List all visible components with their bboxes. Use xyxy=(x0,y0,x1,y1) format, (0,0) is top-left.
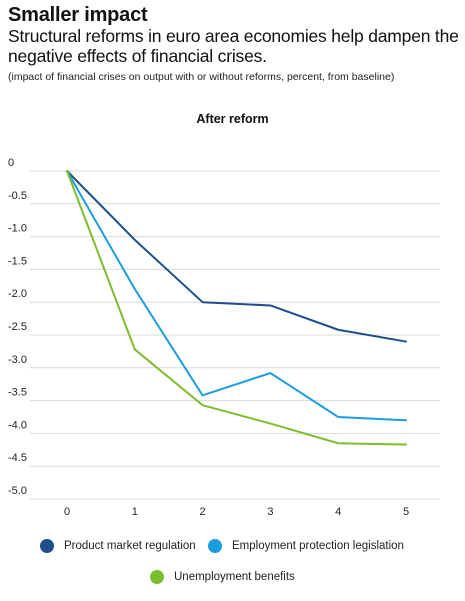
y-tick-label: -2.5 xyxy=(8,321,27,333)
page-title: Smaller impact xyxy=(8,4,148,26)
y-tick-label: -3.5 xyxy=(8,387,27,399)
chart-title: After reform xyxy=(196,112,269,126)
legend-label: Employment protection legislation xyxy=(232,540,404,552)
legend-swatch xyxy=(150,570,164,584)
y-tick-label: -0.5 xyxy=(8,190,27,202)
legend-label: Product market regulation xyxy=(64,540,196,552)
y-tick-label: -1.0 xyxy=(8,223,27,235)
legend-item-product-market-regulation: Product market regulation xyxy=(40,539,196,553)
y-tick-label: -5.0 xyxy=(8,485,27,497)
legend-item-unemployment-benefits: Unemployment benefits xyxy=(150,570,295,584)
y-tick-label: -2.0 xyxy=(8,288,27,300)
series-line-0 xyxy=(66,170,407,343)
series-line-2 xyxy=(66,170,407,446)
x-tick-label: 2 xyxy=(200,506,206,518)
legend-item-employment-protection-legislation: Employment protection legislation xyxy=(208,539,404,553)
legend-swatch xyxy=(208,539,222,553)
series-line-1 xyxy=(66,170,407,422)
legend-label: Unemployment benefits xyxy=(174,571,295,583)
y-tick-label: -1.5 xyxy=(8,255,27,267)
y-tick-label: -4.0 xyxy=(8,419,27,431)
x-tick-label: 1 xyxy=(132,506,138,518)
x-tick-label: 4 xyxy=(335,506,341,518)
x-tick-label: 0 xyxy=(64,506,70,518)
page-subtitle: Structural reforms in euro area economie… xyxy=(8,26,459,66)
y-tick-label: -3.0 xyxy=(8,354,27,366)
y-tick-label: 0 xyxy=(8,157,14,169)
legend-swatch xyxy=(40,539,54,553)
x-tick-label: 5 xyxy=(403,506,409,518)
chart-note: (impact of financial crises on output wi… xyxy=(8,71,395,83)
y-tick-label: -4.5 xyxy=(8,452,27,464)
x-tick-label: 3 xyxy=(267,506,273,518)
